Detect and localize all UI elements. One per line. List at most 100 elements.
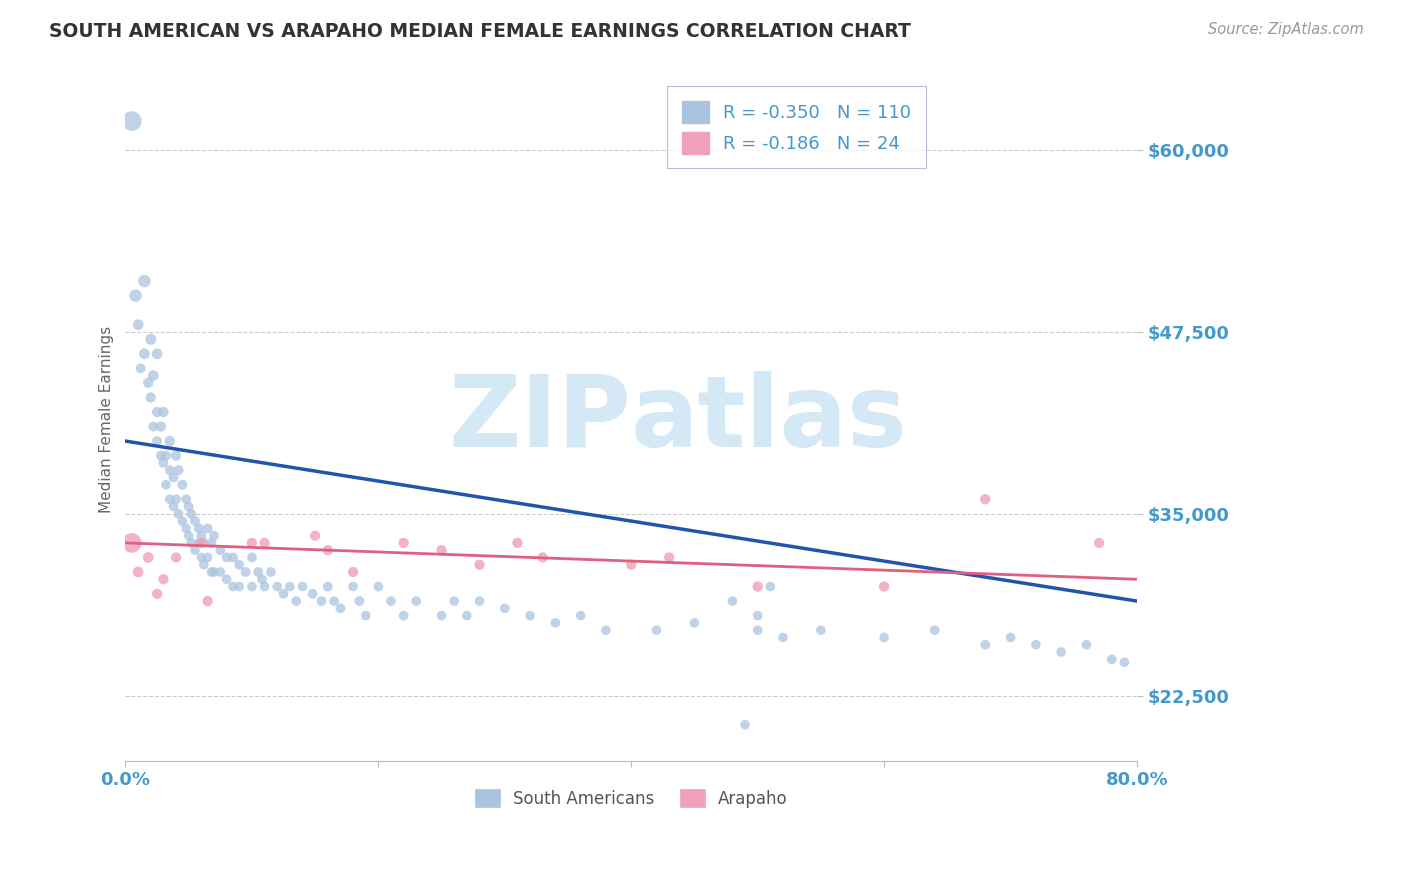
Legend: South Americans, Arapaho: South Americans, Arapaho bbox=[468, 783, 794, 814]
Point bbox=[291, 580, 314, 594]
Point bbox=[142, 368, 165, 383]
Point bbox=[721, 594, 744, 608]
Point bbox=[197, 594, 219, 608]
Point bbox=[152, 456, 174, 470]
Point bbox=[247, 565, 270, 579]
Point bbox=[222, 580, 245, 594]
Point bbox=[683, 615, 706, 630]
Point bbox=[260, 565, 283, 579]
Point bbox=[924, 623, 946, 637]
Point bbox=[468, 594, 491, 608]
Point bbox=[228, 558, 250, 572]
Point bbox=[1025, 638, 1047, 652]
Point bbox=[215, 550, 238, 565]
Point bbox=[349, 594, 371, 608]
Point bbox=[285, 594, 308, 608]
Point bbox=[152, 572, 174, 586]
Point bbox=[202, 528, 225, 542]
Point bbox=[316, 543, 339, 558]
Point bbox=[1101, 652, 1123, 666]
Point bbox=[146, 587, 169, 601]
Point bbox=[172, 477, 194, 491]
Point bbox=[1076, 638, 1098, 652]
Point bbox=[121, 114, 143, 128]
Point bbox=[519, 608, 541, 623]
Point bbox=[430, 543, 453, 558]
Point bbox=[544, 615, 567, 630]
Y-axis label: Median Female Earnings: Median Female Earnings bbox=[100, 326, 114, 513]
Point bbox=[142, 419, 165, 434]
Point bbox=[187, 521, 209, 535]
Point bbox=[209, 543, 232, 558]
Point bbox=[222, 550, 245, 565]
Point bbox=[235, 565, 257, 579]
Point bbox=[569, 608, 592, 623]
Point bbox=[620, 558, 643, 572]
Point bbox=[174, 492, 197, 507]
Point bbox=[193, 536, 215, 550]
Point bbox=[250, 572, 273, 586]
Point bbox=[200, 536, 222, 550]
Point bbox=[974, 638, 997, 652]
Point bbox=[734, 717, 756, 731]
Point bbox=[129, 361, 152, 376]
Point bbox=[266, 580, 288, 594]
Point bbox=[645, 623, 668, 637]
Text: Source: ZipAtlas.com: Source: ZipAtlas.com bbox=[1208, 22, 1364, 37]
Point bbox=[595, 623, 617, 637]
Point bbox=[180, 536, 202, 550]
Point bbox=[134, 274, 156, 288]
Point bbox=[190, 536, 212, 550]
Point bbox=[1000, 631, 1022, 645]
Point bbox=[209, 565, 232, 579]
Point bbox=[215, 572, 238, 586]
Point bbox=[165, 449, 187, 463]
Point bbox=[456, 608, 478, 623]
Point bbox=[304, 528, 326, 542]
Point bbox=[810, 623, 832, 637]
Point bbox=[430, 608, 453, 623]
Point bbox=[1114, 655, 1136, 669]
Point bbox=[193, 558, 215, 572]
Point bbox=[506, 536, 529, 550]
Point bbox=[468, 558, 491, 572]
Point bbox=[1050, 645, 1073, 659]
Text: ZIP: ZIP bbox=[449, 371, 631, 467]
Point bbox=[149, 419, 172, 434]
Point bbox=[184, 514, 207, 528]
Point bbox=[190, 550, 212, 565]
Text: SOUTH AMERICAN VS ARAPAHO MEDIAN FEMALE EARNINGS CORRELATION CHART: SOUTH AMERICAN VS ARAPAHO MEDIAN FEMALE … bbox=[49, 22, 911, 41]
Point bbox=[1088, 536, 1111, 550]
Point bbox=[301, 587, 323, 601]
Point bbox=[367, 580, 389, 594]
Point bbox=[228, 580, 250, 594]
Point bbox=[187, 536, 209, 550]
Point bbox=[202, 565, 225, 579]
Point bbox=[494, 601, 516, 615]
Point bbox=[747, 623, 769, 637]
Point bbox=[136, 376, 159, 390]
Point bbox=[311, 594, 333, 608]
Point bbox=[136, 550, 159, 565]
Point bbox=[240, 536, 263, 550]
Point bbox=[392, 608, 415, 623]
Point bbox=[253, 536, 276, 550]
Point bbox=[149, 449, 172, 463]
Point bbox=[172, 514, 194, 528]
Point bbox=[159, 434, 181, 448]
Point bbox=[162, 500, 184, 514]
Point bbox=[197, 521, 219, 535]
Point bbox=[159, 492, 181, 507]
Point bbox=[329, 601, 352, 615]
Point bbox=[443, 594, 465, 608]
Point bbox=[139, 332, 162, 346]
Point bbox=[278, 580, 301, 594]
Point bbox=[531, 550, 554, 565]
Point bbox=[167, 463, 190, 477]
Point bbox=[405, 594, 427, 608]
Point bbox=[121, 536, 143, 550]
Point bbox=[190, 528, 212, 542]
Point bbox=[240, 580, 263, 594]
Point bbox=[127, 565, 149, 579]
Point bbox=[177, 528, 200, 542]
